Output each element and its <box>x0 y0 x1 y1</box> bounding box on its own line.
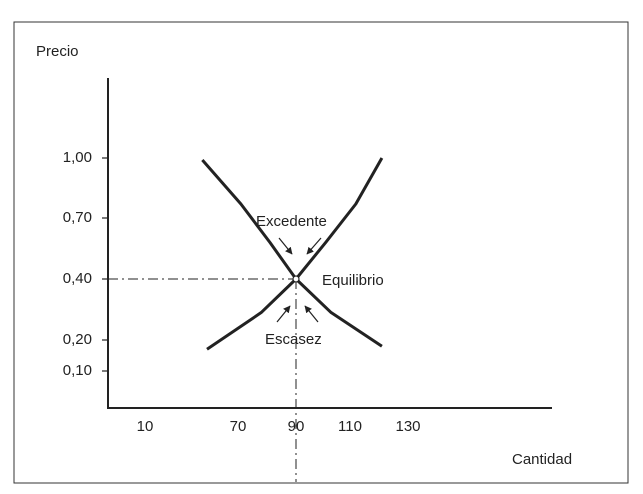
arrow <box>278 237 293 255</box>
arrow <box>276 305 291 323</box>
x-tick-label: 70 <box>230 418 247 435</box>
curve <box>201 159 383 348</box>
y-axis-label: Precio <box>36 43 79 60</box>
annotation: Escasez <box>265 331 322 348</box>
frame <box>13 21 629 484</box>
x-tick-label: 10 <box>137 418 154 435</box>
arrow <box>304 305 319 323</box>
x-tick-label: 110 <box>338 418 362 435</box>
y-tick-label: 0,40 <box>63 270 92 287</box>
annotation: Excedente <box>256 213 327 230</box>
annotation: Equilibrio <box>322 272 384 289</box>
y-tick-label: 0,20 <box>63 331 92 348</box>
x-tick-label: 130 <box>395 418 420 435</box>
x-axis-label: Cantidad <box>512 451 572 468</box>
equilibrium-point <box>292 275 300 283</box>
arrow <box>306 237 322 255</box>
y-tick-label: 0,10 <box>63 362 92 379</box>
curve <box>206 157 384 351</box>
y-tick-label: 0,70 <box>63 209 92 226</box>
y-tick-label: 1,00 <box>63 149 92 166</box>
